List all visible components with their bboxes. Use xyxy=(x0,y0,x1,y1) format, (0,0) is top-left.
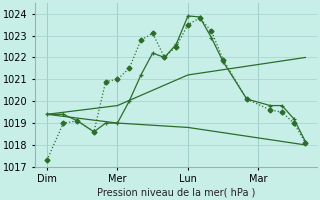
X-axis label: Pression niveau de la mer( hPa ): Pression niveau de la mer( hPa ) xyxy=(97,187,255,197)
